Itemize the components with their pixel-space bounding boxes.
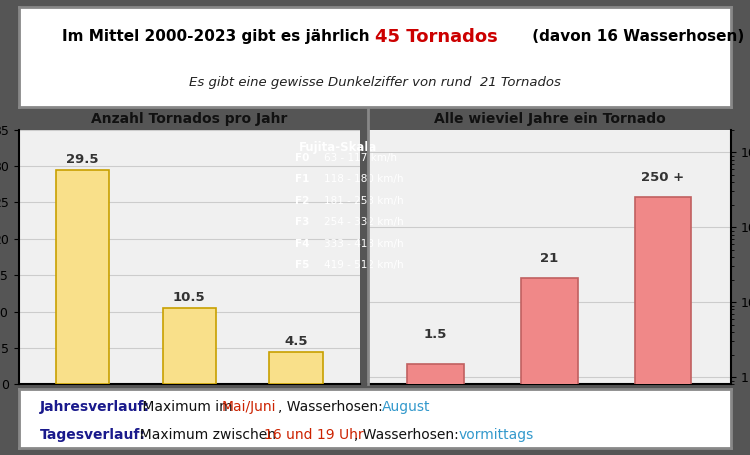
Text: August: August	[382, 400, 430, 414]
Bar	[269, 352, 322, 384]
Text: 333 - 418 km/h: 333 - 418 km/h	[324, 239, 404, 249]
Bar	[163, 308, 216, 384]
Text: 29.5: 29.5	[67, 153, 99, 166]
Text: Maximum zwischen: Maximum zwischen	[131, 428, 280, 442]
Text: Jahresverlauf:: Jahresverlauf:	[40, 400, 150, 414]
Text: 254 - 332 km/h: 254 - 332 km/h	[324, 217, 404, 228]
Text: F3: F3	[296, 217, 310, 228]
Text: F2: F2	[296, 196, 310, 206]
Text: 63 - 117 km/h: 63 - 117 km/h	[324, 153, 398, 163]
Text: Mai/Juni: Mai/Juni	[222, 400, 276, 414]
Bar	[407, 364, 464, 455]
Text: 16 und 19 Uhr: 16 und 19 Uhr	[263, 428, 363, 442]
Text: F1: F1	[296, 174, 310, 184]
Text: F0: F0	[296, 153, 310, 163]
Bar	[634, 197, 692, 455]
Text: 4.5: 4.5	[284, 335, 308, 348]
Bar	[56, 170, 110, 384]
Text: 1.5: 1.5	[424, 329, 448, 341]
Text: Alle wieviel Jahre ein Tornado: Alle wieviel Jahre ein Tornado	[433, 112, 665, 126]
Text: 10.5: 10.5	[173, 291, 206, 304]
Text: vormittags: vormittags	[459, 428, 534, 442]
Text: , Wasserhosen:: , Wasserhosen:	[278, 400, 387, 414]
Text: Es gibt eine gewisse Dunkelziffer von rund  21 Tornados: Es gibt eine gewisse Dunkelziffer von ru…	[189, 76, 561, 89]
Text: 21: 21	[540, 252, 559, 265]
Text: Tagesverlauf:: Tagesverlauf:	[40, 428, 146, 442]
Text: Fujita-Skala: Fujita-Skala	[298, 141, 376, 154]
Text: 118 - 180 km/h: 118 - 180 km/h	[324, 174, 404, 184]
Text: Im Mittel 2000-2023 gibt es jährlich: Im Mittel 2000-2023 gibt es jährlich	[62, 30, 375, 44]
Text: Maximum im: Maximum im	[138, 400, 237, 414]
Text: , Wasserhosen:: , Wasserhosen:	[354, 428, 464, 442]
Text: F4: F4	[296, 239, 310, 249]
Bar	[521, 278, 578, 455]
Text: 45 Tornados: 45 Tornados	[375, 28, 498, 46]
Text: 250 +: 250 +	[641, 171, 685, 184]
Text: 419 - 512 km/h: 419 - 512 km/h	[324, 260, 404, 270]
Text: Anzahl Tornados pro Jahr: Anzahl Tornados pro Jahr	[92, 112, 287, 126]
Text: (davon 16 Wasserhosen): (davon 16 Wasserhosen)	[526, 30, 744, 44]
Text: F5: F5	[296, 260, 310, 270]
Text: 181 - 253 km/h: 181 - 253 km/h	[324, 196, 404, 206]
